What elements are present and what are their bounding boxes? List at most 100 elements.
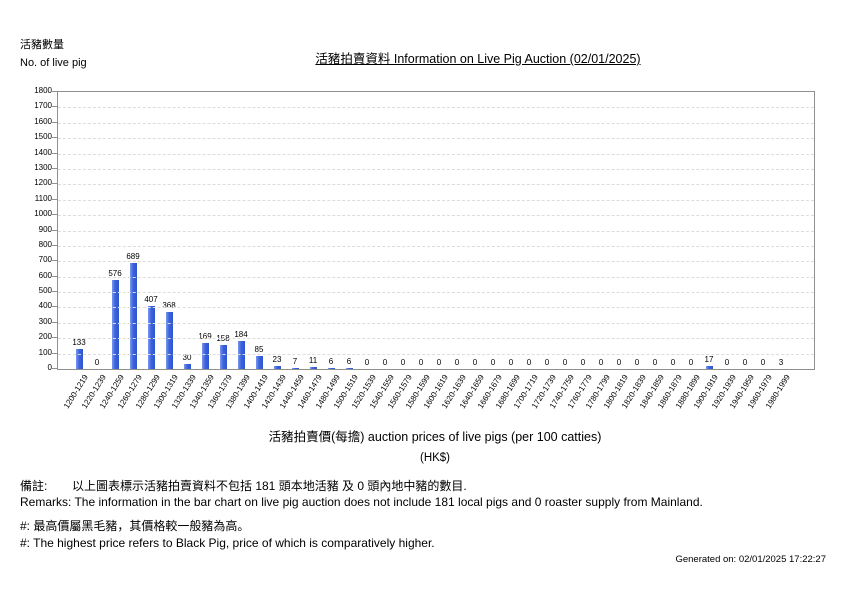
bar-value-label: 689 (126, 252, 140, 261)
y-tick-mark (52, 214, 57, 215)
bar (75, 348, 83, 369)
hash-remark-zh: #: 最高價屬黑毛豬，其價格較一般豬為高。 (20, 519, 250, 533)
gridline (58, 200, 814, 201)
bar-cell: 0 (610, 92, 628, 369)
bar-value-label: 0 (724, 358, 730, 367)
y-tick-mark (52, 153, 57, 154)
gridline (58, 184, 814, 185)
y-tick-mark (52, 230, 57, 231)
bar-cell: 0 (88, 92, 106, 369)
y-tick-label: 1200 (34, 178, 52, 187)
y-tick-mark (52, 322, 57, 323)
bar-cell: 0 (448, 92, 466, 369)
bar-cell: 6 (340, 92, 358, 369)
y-tick-label: 300 (38, 317, 52, 326)
y-tick-mark (52, 199, 57, 200)
y-tick-mark (52, 291, 57, 292)
bar-value-label: 0 (526, 358, 532, 367)
y-tick-label: 1400 (34, 148, 52, 157)
bar-value-label: 0 (742, 358, 748, 367)
gridline (58, 354, 814, 355)
gridline (58, 215, 814, 216)
bar-value-label: 0 (634, 358, 640, 367)
y-tick-label: 1600 (34, 117, 52, 126)
bar-value-label: 0 (94, 358, 100, 367)
y-tick-label: 700 (38, 255, 52, 264)
bar-value-label: 0 (670, 358, 676, 367)
y-tick-label: 0 (47, 363, 52, 372)
y-axis-caption-en: No. of live pig (20, 57, 87, 69)
bar-value-label: 169 (198, 332, 212, 341)
bar (165, 312, 173, 369)
bar-value-label: 0 (472, 358, 478, 367)
bar-cell: 0 (682, 92, 700, 369)
bar (327, 368, 335, 369)
y-tick-mark (52, 368, 57, 369)
y-tick-label: 1800 (34, 86, 52, 95)
y-tick-mark (52, 106, 57, 107)
bar (111, 280, 119, 369)
bar-cell: 133 (70, 92, 88, 369)
bar-value-label: 30 (182, 353, 192, 363)
y-tick-label: 1700 (34, 101, 52, 110)
bar-value-label: 11 (308, 356, 318, 366)
remark-text-zh: 以上圖表標示活豬拍賣資料不包括 181 頭本地活豬 及 0 頭內地中豬的數目. (72, 479, 467, 493)
y-tick-label: 600 (38, 271, 52, 280)
y-tick-label: 1500 (34, 132, 52, 141)
bar (201, 343, 209, 369)
bar (147, 306, 155, 369)
y-tick-label: 100 (38, 348, 52, 357)
bar-cell: 0 (394, 92, 412, 369)
gridline (58, 138, 814, 139)
bar-cell: 0 (484, 92, 502, 369)
y-tick-mark (52, 353, 57, 354)
gridline (58, 323, 814, 324)
bar-value-label: 0 (436, 358, 442, 367)
y-tick-label: 1300 (34, 163, 52, 172)
bar-cell: 0 (754, 92, 772, 369)
bar-cell: 0 (628, 92, 646, 369)
y-axis-caption-zh: 活豬數量 (20, 39, 64, 51)
bar-chart: 133 0 576 689 407 368 30 169 158 184 85 23 7 11 6 6 0 0 0 0… (34, 86, 815, 410)
bar-value-label: 0 (652, 358, 658, 367)
bar-cell: 407 (142, 92, 160, 369)
bar-cell: 0 (412, 92, 430, 369)
bar (309, 367, 317, 369)
bar-value-label: 184 (234, 329, 248, 339)
gridline (58, 169, 814, 170)
bar (345, 368, 353, 369)
bar-cell: 0 (520, 92, 538, 369)
bar-value-label: 0 (490, 358, 496, 367)
x-axis-unit: (HK$) (419, 452, 451, 464)
y-axis-caption: 活豬數量 No. of live pig (20, 36, 87, 72)
gridline (58, 154, 814, 155)
bar-value-label: 0 (616, 358, 622, 367)
gridline (58, 338, 814, 339)
bar-value-label: 0 (382, 358, 388, 367)
gridline (58, 307, 814, 308)
bar-cell: 0 (430, 92, 448, 369)
bar (777, 368, 785, 369)
bar-value-label: 0 (562, 358, 568, 367)
y-tick-mark (52, 306, 57, 307)
bar-value-label: 368 (162, 301, 176, 311)
bar (183, 364, 191, 369)
y-tick-label: 500 (38, 286, 52, 295)
y-tick-mark (52, 245, 57, 246)
bar-cell: 11 (304, 92, 322, 369)
bar-value-label: 0 (364, 358, 370, 367)
x-axis-title: 活豬拍賣價(每擔) auction prices of live pigs (p… (268, 430, 602, 444)
bar-cell: 0 (502, 92, 520, 369)
y-tick-label: 1100 (34, 194, 52, 203)
bar-value-label: 85 (254, 344, 264, 354)
gridline (58, 292, 814, 293)
y-tick-label: 900 (38, 225, 52, 234)
bar-value-label: 0 (400, 358, 406, 367)
bar (273, 365, 281, 369)
bar-value-label: 0 (418, 358, 424, 367)
plot-area: 133 0 576 689 407 368 30 169 158 184 85 23 7 11 6 6 0 0 0 0… (57, 91, 815, 370)
bar-cell: 368 (160, 92, 178, 369)
bar-value-label: 0 (688, 358, 694, 367)
bar-value-label: 0 (598, 358, 604, 367)
bar-value-label: 17 (704, 355, 714, 365)
